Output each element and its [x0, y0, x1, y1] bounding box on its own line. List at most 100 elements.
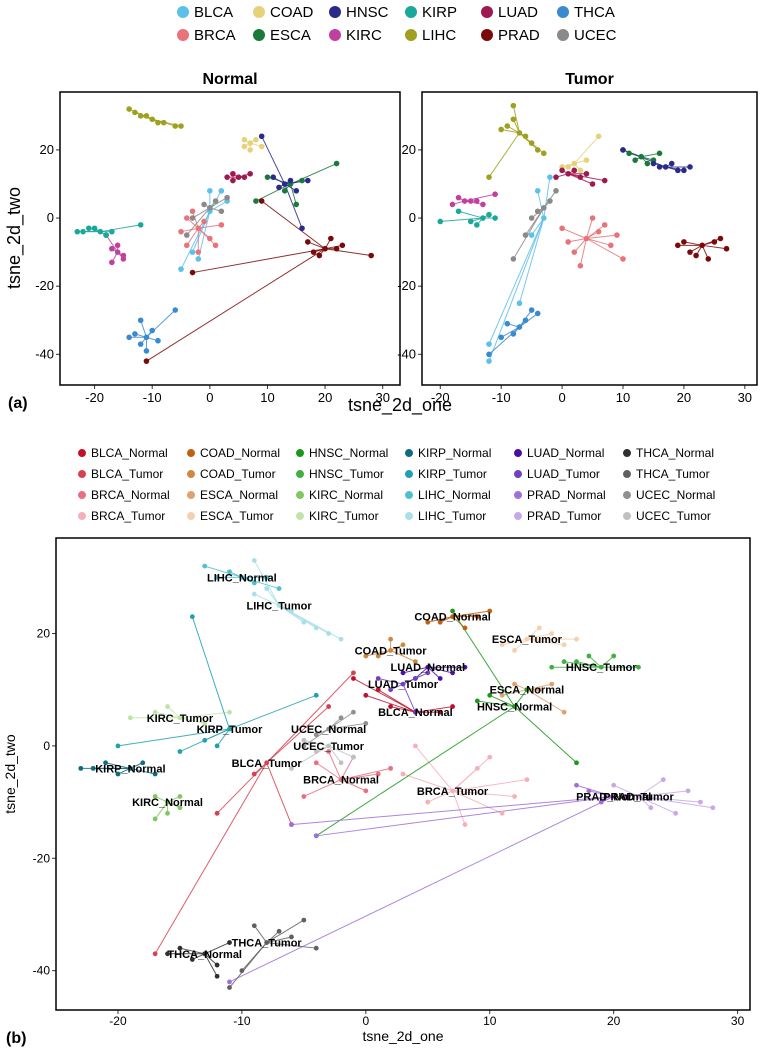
link	[586, 234, 617, 239]
point	[264, 586, 270, 591]
link	[253, 762, 268, 775]
point	[512, 647, 517, 653]
link	[488, 217, 545, 362]
point	[326, 726, 332, 732]
legend-marker	[481, 6, 493, 19]
point	[251, 558, 257, 563]
link	[531, 217, 545, 236]
point	[656, 164, 663, 170]
y-tick-label: 20	[37, 627, 51, 641]
point	[620, 147, 626, 153]
point	[137, 222, 144, 228]
point	[241, 143, 248, 150]
point	[553, 174, 559, 180]
legend-marker	[623, 491, 631, 500]
point	[152, 794, 158, 799]
point	[313, 760, 319, 766]
point	[339, 242, 346, 249]
point	[230, 170, 236, 177]
link	[683, 241, 703, 246]
legend-label: COAD	[270, 4, 314, 21]
point	[504, 320, 511, 327]
point	[412, 659, 418, 665]
legend-label: ESCA	[270, 27, 311, 44]
point	[258, 198, 265, 204]
point	[143, 358, 150, 364]
point	[264, 940, 270, 945]
point	[313, 625, 319, 631]
point	[304, 239, 311, 245]
point	[636, 794, 641, 799]
point	[450, 788, 455, 794]
point	[685, 788, 691, 794]
series-label: THCA_Tumor	[232, 938, 303, 950]
link	[328, 745, 342, 764]
point	[681, 167, 687, 174]
point	[189, 249, 196, 255]
point	[338, 777, 344, 783]
point	[212, 242, 219, 249]
point	[400, 771, 406, 777]
point	[541, 215, 547, 221]
link	[702, 238, 721, 246]
point	[486, 358, 492, 364]
link	[303, 739, 329, 747]
point	[636, 664, 641, 670]
series-label: BLCA_Tumor	[232, 758, 303, 770]
x-tick-label: 20	[677, 390, 691, 405]
link	[665, 166, 685, 171]
point	[710, 805, 716, 811]
x-tick-label: -20	[109, 1014, 127, 1028]
x-tick-label: 10	[260, 390, 274, 405]
x-tick-label: 20	[607, 1014, 621, 1028]
legend-marker	[187, 512, 195, 521]
point	[499, 642, 505, 648]
point	[673, 810, 679, 816]
point	[132, 331, 138, 337]
point	[218, 222, 225, 228]
link	[452, 790, 515, 797]
link	[402, 683, 416, 713]
link	[328, 751, 342, 780]
link	[154, 801, 168, 820]
point	[178, 228, 184, 235]
link	[198, 224, 222, 229]
point	[499, 810, 505, 816]
link	[568, 238, 587, 243]
series-label: COAD_Normal	[414, 612, 490, 624]
point	[699, 242, 705, 249]
point	[109, 228, 115, 235]
point	[620, 256, 626, 262]
point	[450, 614, 455, 620]
point	[310, 249, 317, 255]
point	[474, 765, 480, 771]
legend-label: BLCA_Normal	[91, 446, 168, 460]
legend-label: THCA	[574, 4, 615, 21]
point	[528, 140, 535, 146]
point	[486, 211, 492, 218]
point	[705, 256, 712, 262]
point	[251, 591, 257, 597]
point	[214, 574, 220, 580]
point	[201, 201, 207, 208]
link	[266, 672, 354, 764]
link	[192, 248, 326, 274]
point	[363, 788, 369, 794]
point	[152, 771, 158, 777]
link	[415, 745, 453, 792]
legend-marker	[187, 491, 195, 500]
point	[230, 177, 236, 184]
point	[218, 188, 225, 194]
point	[276, 603, 282, 608]
link	[526, 683, 552, 691]
point	[143, 334, 150, 341]
point	[126, 334, 132, 341]
point	[239, 968, 245, 974]
point	[559, 225, 565, 232]
link	[266, 919, 305, 943]
point	[522, 133, 529, 140]
link	[452, 790, 503, 814]
point	[574, 636, 579, 642]
series-label: ESCA_Normal	[490, 685, 565, 697]
point	[301, 743, 307, 749]
